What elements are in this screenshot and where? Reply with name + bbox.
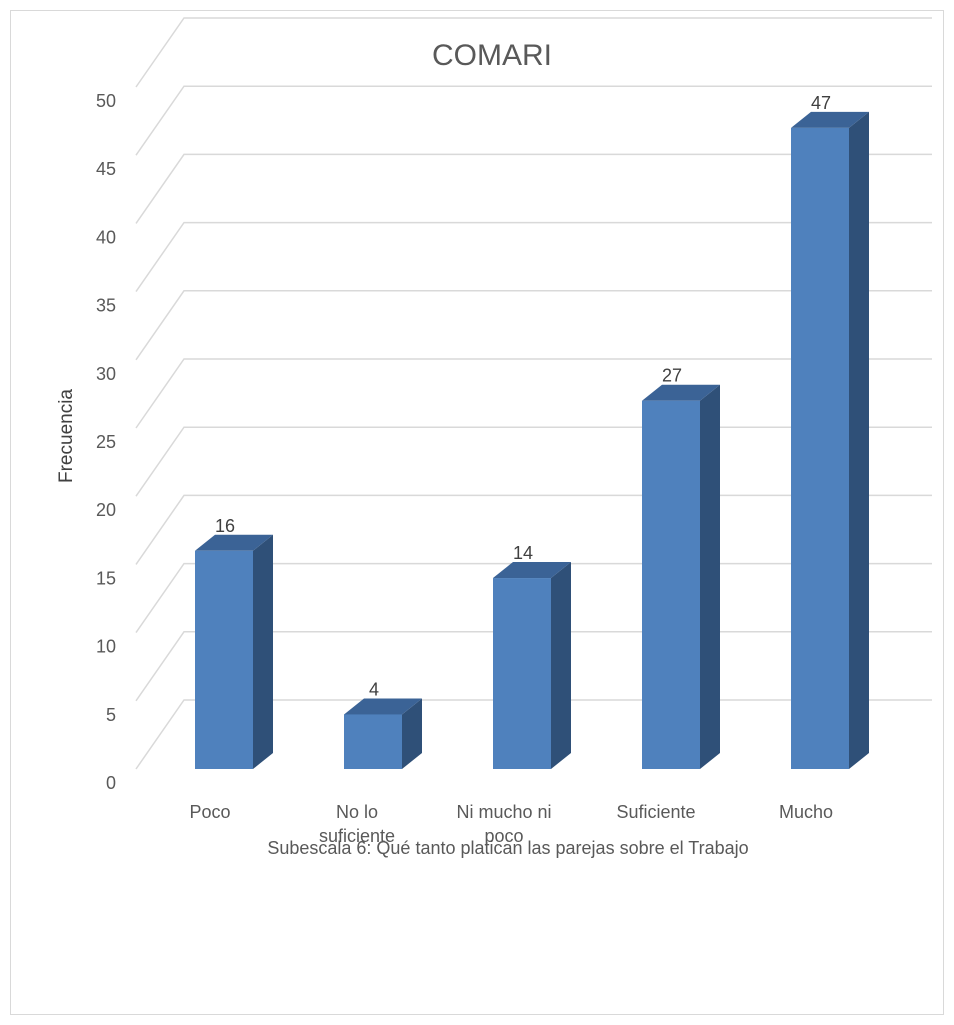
y-tick-label: 50 — [96, 91, 116, 111]
y-tick-label: 0 — [106, 773, 116, 793]
x-tick-label: Ni mucho ni poco — [456, 802, 551, 846]
bar — [344, 698, 422, 769]
data-label: 16 — [215, 516, 235, 536]
gridline — [135, 17, 932, 88]
bar-top — [791, 111, 869, 128]
gridline — [135, 85, 932, 156]
data-label: 14 — [513, 543, 533, 563]
data-label: 47 — [811, 93, 831, 113]
bar-side — [700, 384, 720, 769]
data-label: 4 — [369, 679, 379, 699]
bar-side — [849, 111, 869, 770]
gridline — [135, 358, 932, 429]
y-axis-title: Frecuencia — [56, 389, 77, 483]
chart-frame — [10, 10, 944, 1015]
bar-top — [344, 698, 422, 715]
bar-front — [344, 714, 402, 769]
chart-title: COMARI — [432, 39, 552, 72]
x-axis-title: Subescala 6: Qué tanto platican las pare… — [267, 838, 748, 858]
bar — [642, 384, 720, 769]
labels: 0 5 10 15 20 25 30 35 40 45 50 16 4 14 27 47 Poco No lo su… — [96, 91, 833, 846]
bar-side — [551, 562, 571, 769]
bar-front — [195, 550, 253, 769]
bar-front — [493, 578, 551, 769]
y-tick-label: 20 — [96, 500, 116, 520]
bar-top — [493, 562, 571, 579]
y-tick-label: 10 — [96, 637, 116, 657]
y-tick-label: 35 — [96, 296, 116, 316]
bar — [791, 111, 869, 770]
y-tick-label: 45 — [96, 159, 116, 179]
data-label: 27 — [662, 366, 682, 386]
bar — [195, 534, 273, 769]
bar-top — [642, 384, 720, 401]
bar — [493, 562, 571, 769]
bar-front — [642, 400, 700, 769]
bar-side — [402, 698, 422, 769]
x-tick-label: No lo suficiente — [319, 802, 395, 846]
gridline — [135, 290, 932, 361]
bar-top — [195, 534, 273, 551]
gridline — [135, 221, 932, 293]
gridline — [135, 153, 932, 224]
y-tick-label: 5 — [106, 705, 116, 725]
x-tick-label: Suficiente — [616, 802, 695, 822]
x-tick-label: Poco — [189, 802, 230, 822]
y-tick-label: 40 — [96, 227, 116, 247]
y-tick-label: 15 — [96, 568, 116, 588]
y-tick-label: 25 — [96, 432, 116, 452]
bar-side — [253, 534, 273, 769]
x-tick-label: Mucho — [779, 802, 833, 822]
y-tick-label: 30 — [96, 364, 116, 384]
bar-front — [791, 127, 849, 770]
bars — [195, 111, 869, 770]
